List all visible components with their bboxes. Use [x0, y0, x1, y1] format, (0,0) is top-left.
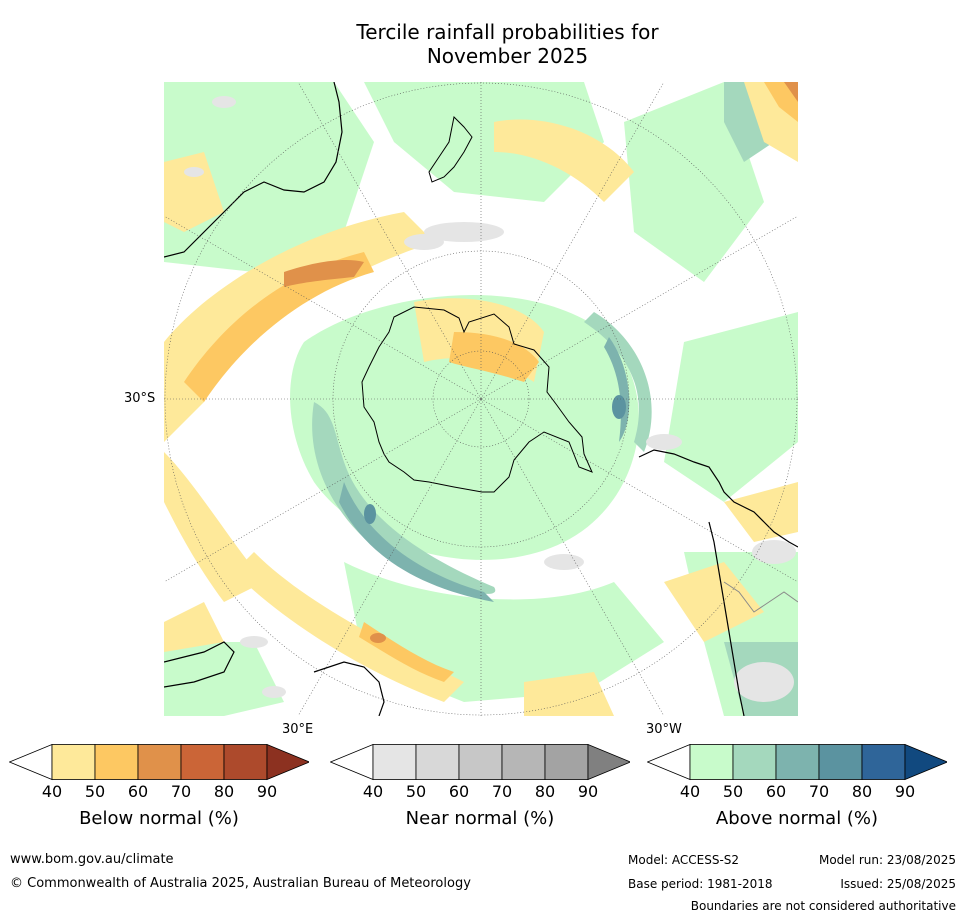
below-colorbar-box: [51, 744, 96, 780]
above-tick-label: 60: [765, 782, 787, 801]
below-tick-label: 70: [170, 782, 192, 801]
near-tick-label: 90: [577, 782, 599, 801]
near-normal-label: Near normal (%): [405, 808, 555, 829]
above-colorbar-min-triangle: [647, 744, 691, 781]
polar-map: [164, 82, 798, 716]
near-colorbar-max-triangle: [587, 744, 630, 781]
below-tick-label: 50: [84, 782, 106, 801]
australia-coastline: [164, 82, 343, 258]
near-tick-label: 70: [491, 782, 513, 801]
above-normal-ticks: 40 50 60 70 80 90: [647, 782, 947, 802]
below-colorbar-box: [94, 744, 139, 780]
below-colorbar-box: [223, 744, 268, 780]
new-zealand-coastline: [428, 115, 473, 183]
below-colorbar-min-triangle: [9, 744, 53, 781]
below-tick-label: 80: [213, 782, 235, 801]
near-tick-label: 60: [448, 782, 470, 801]
near-colorbar-box: [544, 744, 589, 780]
near-colorbar-box: [415, 744, 460, 780]
above-tick-label: 40: [679, 782, 701, 801]
above-normal-shading: [164, 82, 798, 716]
near-tick-label: 80: [534, 782, 556, 801]
near-normal-colorbar: [330, 744, 630, 781]
above-colorbar-box: [732, 744, 777, 780]
below-tick-label: 40: [41, 782, 63, 801]
africa-coastline: [164, 641, 385, 716]
below-colorbar-box: [137, 744, 182, 780]
antarctica-coastline: [361, 306, 593, 493]
website-link[interactable]: www.bom.gov.au/climate: [10, 852, 174, 867]
longitude-label-30w: 30°W: [646, 722, 682, 737]
model-run-text: Model run: 23/08/2025: [818, 853, 956, 867]
below-tick-label: 60: [127, 782, 149, 801]
model-text: Model: ACCESS-S2: [628, 853, 740, 867]
below-tick-label: 90: [256, 782, 278, 801]
base-period-text: Base period: 1981-2018: [628, 877, 773, 891]
below-colorbar-max-triangle: [266, 744, 309, 781]
above-colorbar-box: [861, 744, 906, 780]
title-line-2: November 2025: [426, 44, 589, 68]
copyright-text: © Commonwealth of Australia 2025, Austra…: [10, 876, 471, 891]
title-line-1: Tercile rainfall probabilities for: [356, 20, 659, 44]
above-tick-label: 50: [722, 782, 744, 801]
above-tick-label: 80: [851, 782, 873, 801]
south-america-coastline: [638, 449, 798, 716]
near-colorbar-box: [458, 744, 503, 780]
near-tick-label: 40: [362, 782, 384, 801]
south-america-border: [723, 581, 798, 613]
near-colorbar-min-triangle: [330, 744, 374, 781]
above-tick-label: 90: [894, 782, 916, 801]
below-normal-shading: [164, 82, 798, 716]
above-normal-label: Above normal (%): [715, 808, 879, 829]
near-normal-ticks: 40 50 60 70 80 90: [330, 782, 630, 802]
rainfall-probability-map: [164, 82, 798, 716]
above-normal-colorbar: [647, 744, 947, 781]
above-colorbar-max-triangle: [904, 744, 947, 781]
latitude-label-30s: 30°S: [124, 391, 156, 406]
above-colorbar-box: [775, 744, 820, 780]
below-normal-colorbar: [9, 744, 309, 781]
graticule: [164, 82, 798, 716]
near-colorbar-box: [501, 744, 546, 780]
above-colorbar-box: [689, 744, 734, 780]
map-title: Tercile rainfall probabilities for Novem…: [0, 20, 965, 68]
longitude-label-30e: 30°E: [282, 722, 314, 737]
below-normal-ticks: 40 50 60 70 80 90: [9, 782, 309, 802]
below-normal-label: Below normal (%): [79, 808, 239, 829]
near-tick-label: 50: [405, 782, 427, 801]
disclaimer-text: Boundaries are not considered authoritat…: [690, 899, 956, 913]
near-normal-shading: [184, 96, 796, 702]
below-colorbar-box: [180, 744, 225, 780]
above-colorbar-box: [818, 744, 863, 780]
above-tick-label: 70: [808, 782, 830, 801]
issued-text: Issued: 25/08/2025: [840, 877, 956, 891]
near-colorbar-box: [372, 744, 417, 780]
